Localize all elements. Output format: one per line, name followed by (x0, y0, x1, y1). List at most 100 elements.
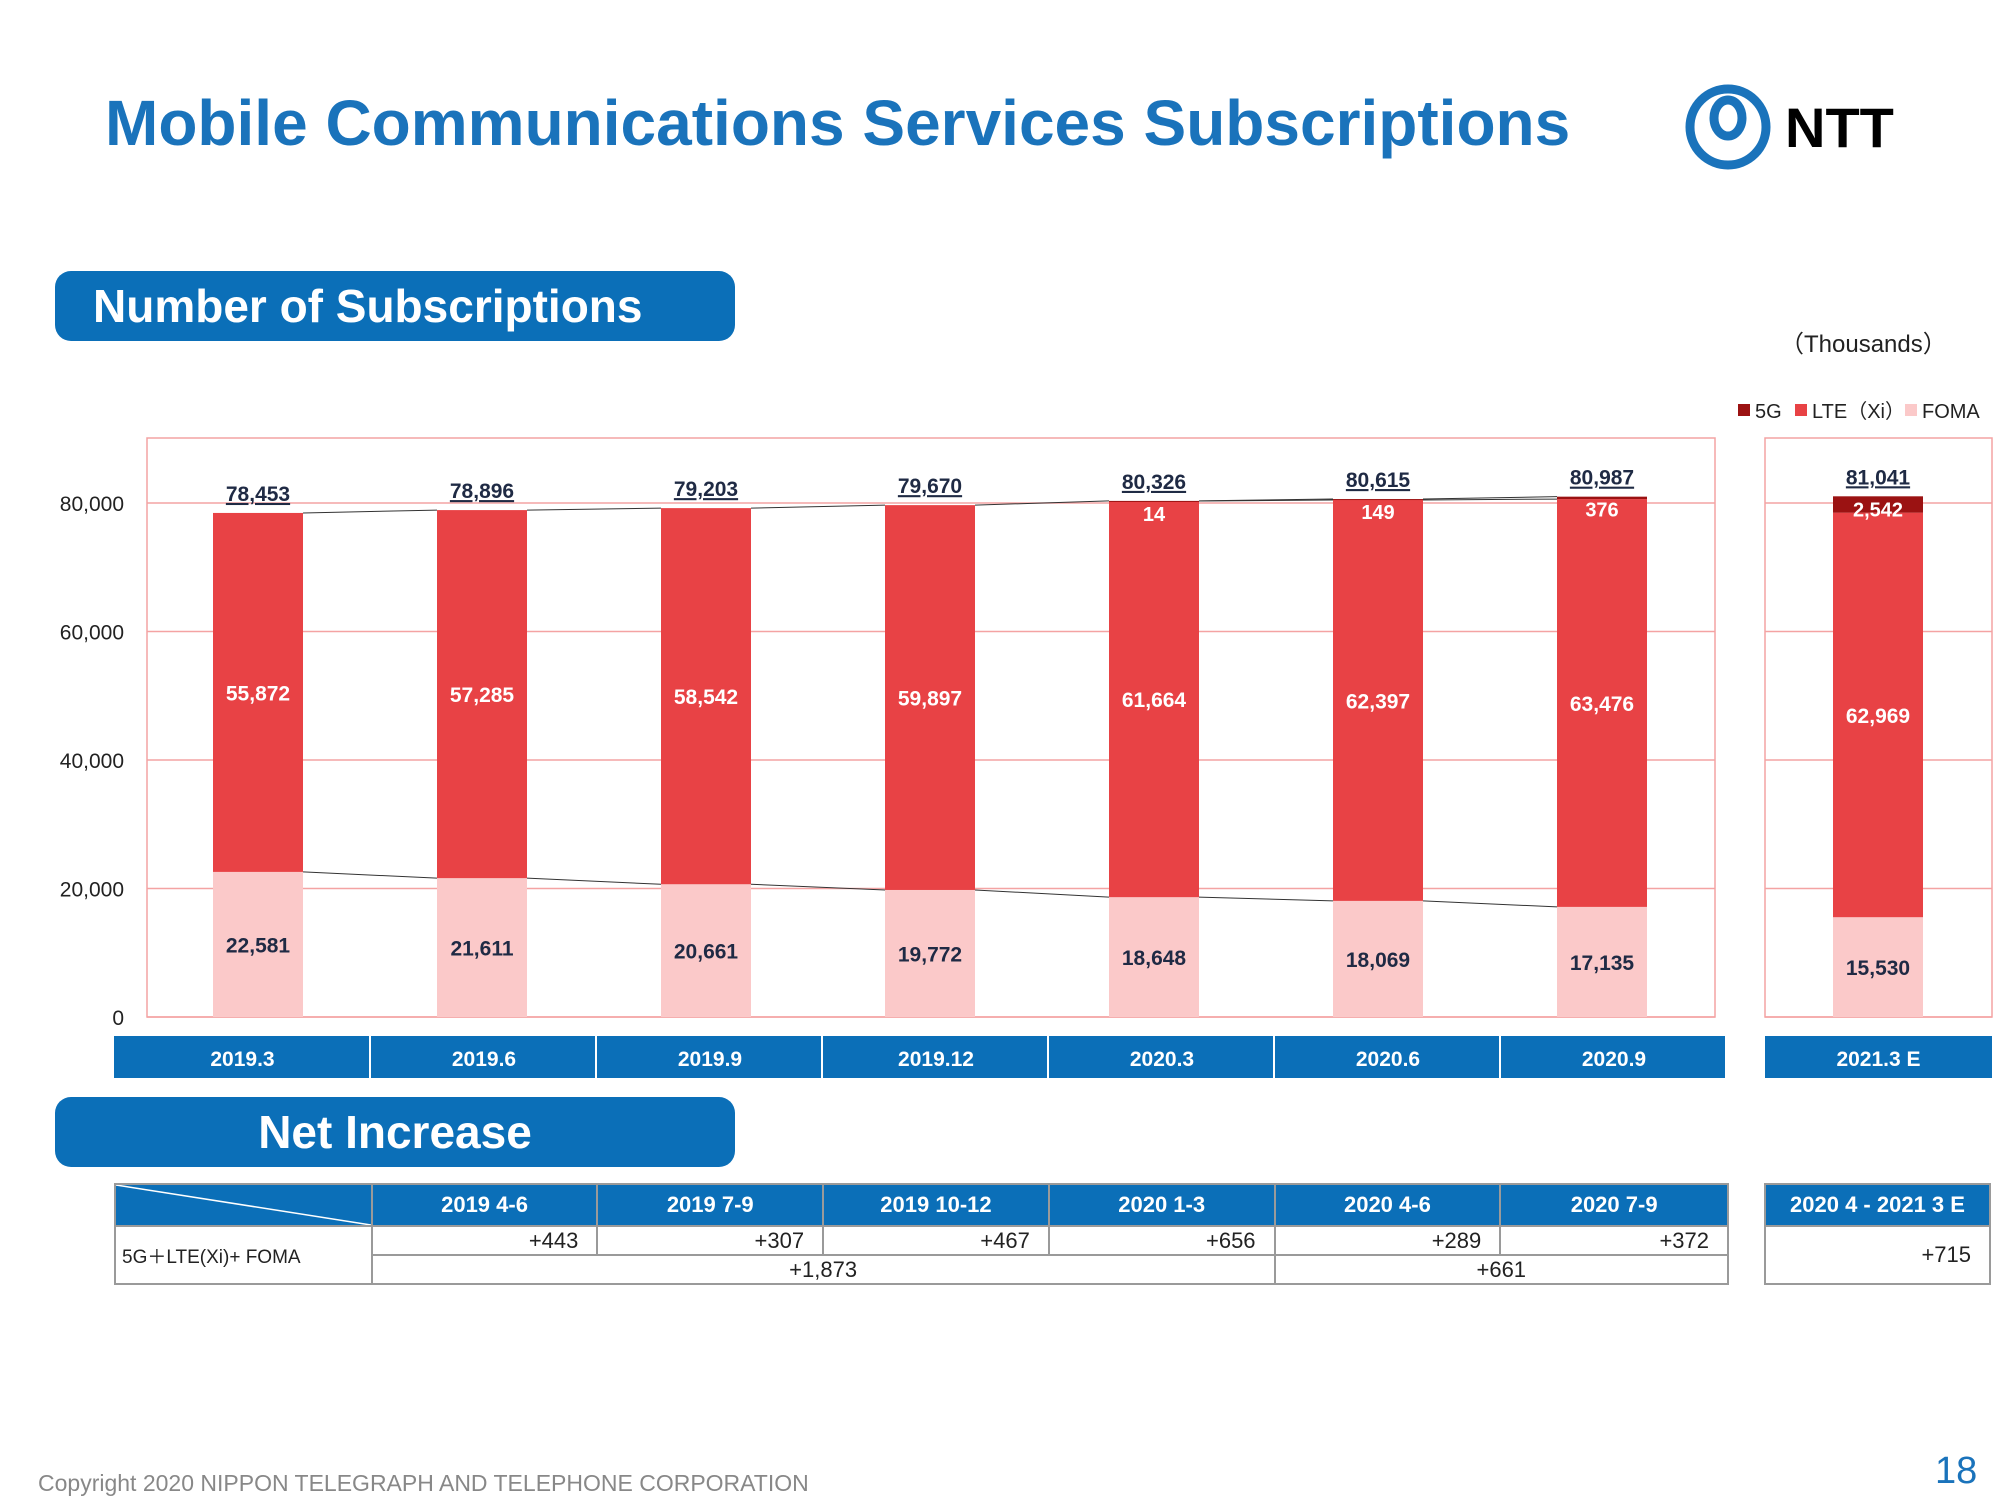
x-category-cell-estimate (1765, 1036, 1992, 1078)
net-value: +372 (1499, 1225, 1729, 1256)
data-label-lte: 55,872 (226, 682, 290, 705)
y-tick-label: 0 (112, 1007, 124, 1030)
x-category-cell (371, 1036, 595, 1078)
y-tick-label: 20,000 (60, 879, 124, 902)
data-label-5g: 149 (1361, 502, 1394, 524)
x-category-cell (1049, 1036, 1273, 1078)
table-row: 5G＋LTE(Xi)+ FOMA +443 +307 +467 +656 +28… (114, 1225, 1729, 1285)
bar-5g (1109, 500, 1199, 502)
bar-lte (1833, 512, 1923, 918)
net-increase-estimate-table: 2020 4 - 2021 3 E +715 (1764, 1183, 1991, 1285)
connector-line-foma (974, 889, 1110, 898)
x-category-cell (1501, 1036, 1725, 1078)
data-label-foma: 22,581 (226, 934, 291, 957)
bar-foma (1557, 906, 1647, 1017)
data-label-lte: 58,542 (674, 686, 738, 709)
x-tick-label: 2019.6 (452, 1048, 516, 1071)
net-value: +443 (370, 1225, 599, 1256)
data-label-total: 80,615 (1346, 469, 1411, 492)
net-value: +467 (822, 1225, 1050, 1256)
table-row-subtotal: +1,873 +661 (115, 1254, 1730, 1285)
section-header-net-increase: Net Increase (55, 1097, 735, 1167)
period-header: 2020 4-6 (1273, 1183, 1502, 1227)
x-tick-label: 2019.3 (210, 1048, 274, 1071)
connector-line-total (302, 509, 438, 514)
data-label-foma: 21,611 (450, 938, 513, 961)
legend-label: FOMA (1922, 401, 1980, 423)
connector-line-total (1422, 496, 1558, 500)
net-value: +307 (596, 1225, 825, 1256)
bar-foma (1333, 900, 1423, 1017)
bar-foma (1833, 917, 1923, 1017)
data-label-foma: 19,772 (898, 943, 962, 966)
bar-lte (1109, 500, 1199, 898)
period-header: 2020 7-9 (1499, 1183, 1729, 1227)
bar-foma (1109, 897, 1199, 1017)
x-tick-label: 2021.3 E (1836, 1048, 1920, 1071)
period-header: 2019 4-6 (370, 1183, 599, 1227)
section-header-subscriptions: Number of Subscriptions (55, 271, 735, 341)
bar-lte (885, 505, 975, 890)
data-label-lte: 63,476 (1570, 693, 1634, 716)
y-tick-label: 60,000 (60, 622, 124, 645)
connector-line-foma (750, 883, 886, 891)
x-tick-label: 2020.6 (1356, 1048, 1420, 1071)
logo-text: NTT (1785, 96, 1894, 159)
data-label-5g: 376 (1585, 500, 1618, 522)
data-label-lte: 61,664 (1122, 689, 1187, 712)
bar-lte (661, 508, 751, 885)
net-value: +656 (1047, 1225, 1276, 1256)
table-row: +715 (1764, 1225, 1991, 1285)
connector-line-foma (526, 877, 662, 885)
bar-foma (437, 878, 527, 1017)
x-tick-label: 2020.9 (1582, 1048, 1646, 1071)
period-header: 2019 10-12 (822, 1183, 1050, 1227)
bar-5g (1557, 496, 1647, 500)
subtotal-value: +1,873 (370, 1254, 1276, 1285)
period-header: 2020 1-3 (1047, 1183, 1276, 1227)
data-label-total: 80,987 (1570, 467, 1634, 490)
page-title: Mobile Communications Services Subscript… (105, 87, 1571, 159)
x-category-cell (114, 1036, 369, 1078)
data-label-foma: 15,530 (1846, 957, 1910, 980)
data-label-total: 78,896 (450, 480, 514, 503)
connector-line-total (526, 507, 662, 511)
ntt-logo: NTT (1685, 84, 1894, 170)
data-label-total: 81,041 (1846, 466, 1911, 489)
connector-line-foma (302, 871, 438, 879)
data-label-total: 78,453 (226, 483, 290, 506)
diagonal-divider (116, 1185, 371, 1225)
data-label-total: 79,203 (674, 478, 738, 501)
y-tick-label: 40,000 (60, 750, 124, 773)
net-value: +289 (1273, 1225, 1502, 1256)
period-header: 2019 7-9 (596, 1183, 825, 1227)
estimate-net-value: +715 (1764, 1225, 1991, 1285)
data-label-foma: 17,135 (1570, 952, 1635, 975)
data-label-total: 80,326 (1122, 471, 1186, 494)
x-category-cell (823, 1036, 1047, 1078)
connector-line-total (974, 500, 1110, 506)
connector-line-lte (1422, 498, 1558, 501)
legend-swatch (1795, 404, 1807, 416)
legend-swatch (1905, 404, 1917, 416)
y-tick-label: 80,000 (60, 493, 124, 516)
legend-label: LTE（Xi） (1812, 400, 1905, 423)
row-label: 5G＋LTE(Xi)+ FOMA (114, 1225, 373, 1285)
page-number: 18 (1935, 1450, 1978, 1492)
data-label-lte: 62,397 (1346, 690, 1410, 713)
bar-foma (661, 884, 751, 1017)
unit-label: （Thousands） (1780, 331, 1947, 358)
table-header-row: 2019 4-6 2019 7-9 2019 10-12 2020 1-3 20… (114, 1183, 1729, 1227)
bar-lte (437, 510, 527, 879)
subscriptions-chart: 0 20,000 40,000 60,000 80,000 22,581 55,872 78,… (60, 400, 1993, 1078)
data-label-5g: 2,542 (1853, 499, 1903, 521)
data-label-foma: 20,661 (674, 941, 739, 964)
data-label-foma: 18,648 (1122, 947, 1187, 970)
net-increase-table: 2019 4-6 2019 7-9 2019 10-12 2020 1-3 20… (114, 1183, 1730, 1285)
x-tick-label: 2019.12 (898, 1048, 974, 1071)
data-label-5g: 14 (1143, 504, 1166, 526)
bar-5g (1833, 496, 1923, 513)
bar-lte (1557, 499, 1647, 907)
table-header-row: 2020 4 - 2021 3 E (1764, 1183, 1991, 1227)
bar-5g (1333, 499, 1423, 501)
